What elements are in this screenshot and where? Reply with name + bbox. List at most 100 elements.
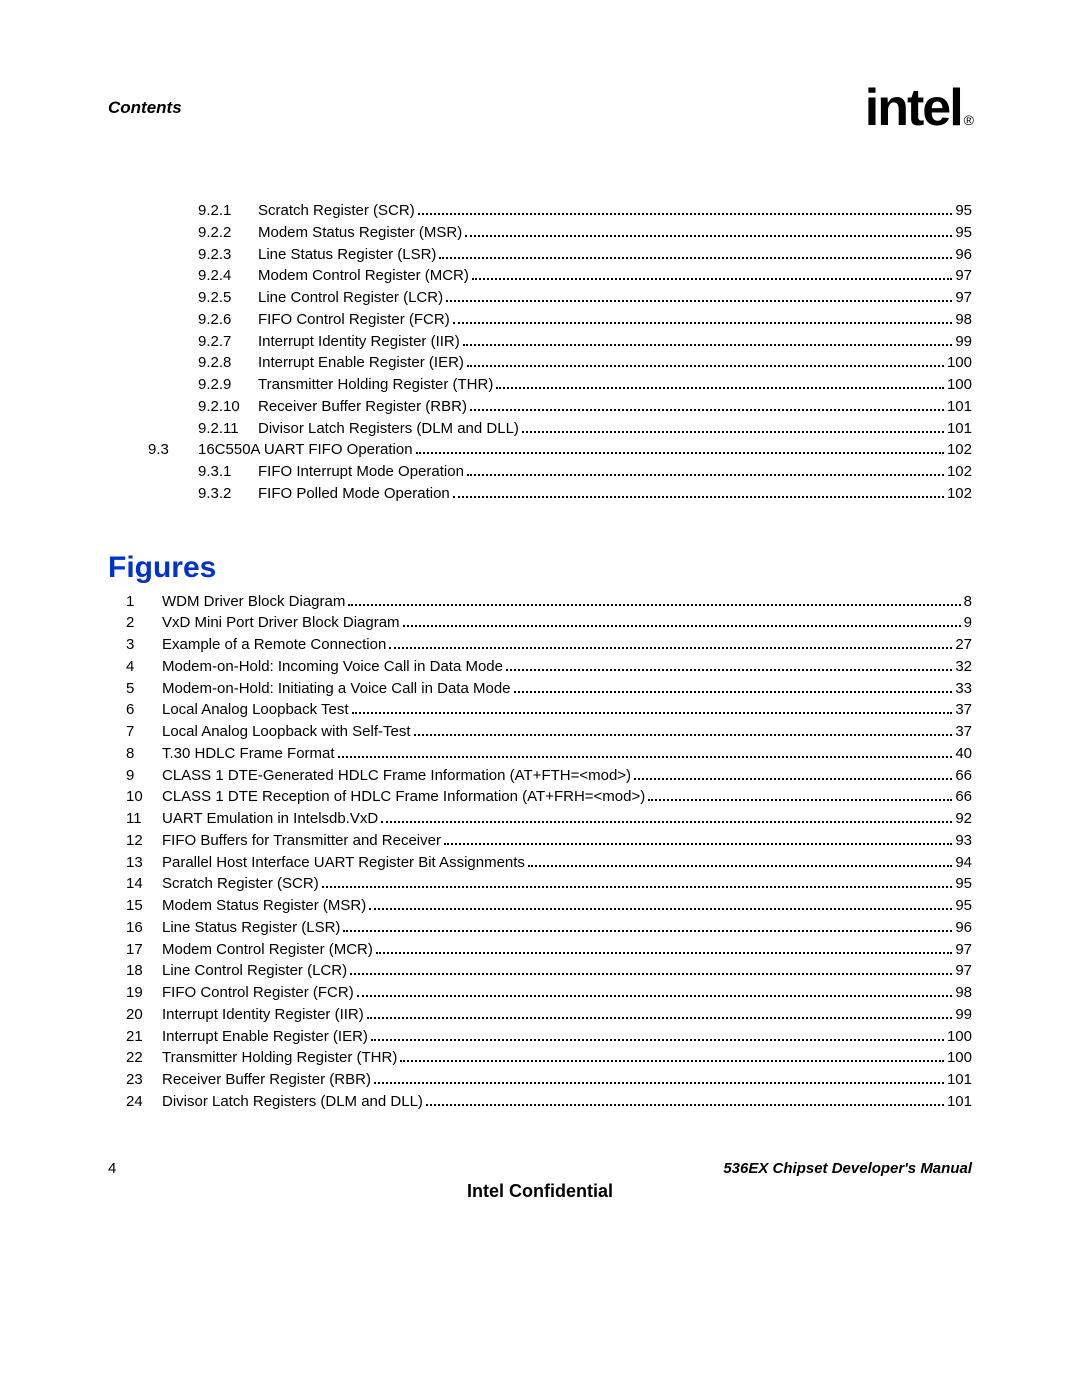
- toc-leader-dots: [416, 452, 944, 454]
- toc-number: 17: [126, 939, 162, 961]
- toc-page: 96: [955, 244, 972, 266]
- toc-leader-dots: [648, 799, 952, 801]
- toc-title: Interrupt Enable Register (IER): [162, 1026, 368, 1048]
- toc-title: CLASS 1 DTE Reception of HDLC Frame Info…: [162, 786, 645, 808]
- toc-page: 101: [947, 396, 972, 418]
- toc-title: CLASS 1 DTE-Generated HDLC Frame Informa…: [162, 765, 631, 787]
- toc-page: 66: [955, 765, 972, 787]
- toc-title: Divisor Latch Registers (DLM and DLL): [162, 1091, 423, 1113]
- toc-page: 102: [947, 461, 972, 483]
- toc-number: 9.2.2: [198, 222, 258, 244]
- toc-page: 99: [955, 1004, 972, 1026]
- toc-entry: 11UART Emulation in Intelsdb.VxD92: [126, 808, 972, 830]
- toc-page: 98: [955, 982, 972, 1004]
- toc-leader-dots: [465, 235, 952, 237]
- toc-number: 18: [126, 960, 162, 982]
- toc-title: UART Emulation in Intelsdb.VxD: [162, 808, 378, 830]
- toc-leader-dots: [453, 496, 944, 498]
- toc-page: 102: [947, 483, 972, 505]
- toc-entry: 17Modem Control Register (MCR) 97: [126, 939, 972, 961]
- toc-number: 15: [126, 895, 162, 917]
- toc-page: 100: [947, 352, 972, 374]
- toc-number: 5: [126, 678, 162, 700]
- toc-entry: 9.2.1Scratch Register (SCR)95: [108, 200, 972, 222]
- toc-page: 100: [947, 1047, 972, 1069]
- toc-leader-dots: [467, 474, 944, 476]
- toc-entry: 6Local Analog Loopback Test 37: [126, 699, 972, 721]
- toc-entry: 9.2.5Line Control Register (LCR)97: [108, 287, 972, 309]
- toc-entry: 18Line Control Register (LCR)97: [126, 960, 972, 982]
- toc-leader-dots: [528, 865, 952, 867]
- toc-page: 97: [955, 287, 972, 309]
- toc-title: Modem Status Register (MSR): [258, 222, 462, 244]
- toc-number: 7: [126, 721, 162, 743]
- toc-entry: 2VxD Mini Port Driver Block Diagram9: [126, 612, 972, 634]
- toc-leader-dots: [444, 843, 952, 845]
- toc-number: 9.2.6: [198, 309, 258, 331]
- toc-leader-dots: [467, 365, 944, 367]
- toc-page: 101: [947, 1091, 972, 1113]
- toc-number: 19: [126, 982, 162, 1004]
- toc-leader-dots: [522, 431, 944, 433]
- toc-entry: 21Interrupt Enable Register (IER)100: [126, 1026, 972, 1048]
- confidential-notice: Intel Confidential: [0, 1181, 1080, 1202]
- toc-number: 8: [126, 743, 162, 765]
- toc-entry: 16Line Status Register (LSR)96: [126, 917, 972, 939]
- toc-number: 14: [126, 873, 162, 895]
- toc-title: Interrupt Identity Register (IIR): [258, 331, 460, 353]
- toc-leader-dots: [350, 973, 952, 975]
- toc-title: Interrupt Identity Register (IIR): [162, 1004, 364, 1026]
- registered-icon: ®: [964, 112, 972, 128]
- toc-number: 9.3.1: [198, 461, 258, 483]
- toc-entry: 9.3.1FIFO Interrupt Mode Operation102: [108, 461, 972, 483]
- toc-entry: 4Modem-on-Hold: Incoming Voice Call in D…: [126, 656, 972, 678]
- toc-number: 6: [126, 699, 162, 721]
- toc-entry: 9.2.9Transmitter Holding Register (THR)1…: [108, 374, 972, 396]
- toc-page: 37: [955, 699, 972, 721]
- toc-page: 99: [955, 331, 972, 353]
- toc-number: 24: [126, 1091, 162, 1113]
- toc-leader-dots: [374, 1082, 944, 1084]
- toc-leader-dots: [369, 908, 952, 910]
- toc-leader-dots: [506, 669, 952, 671]
- toc-leader-dots: [634, 778, 952, 780]
- intel-logo: intel®: [865, 78, 972, 138]
- toc-entry: 9.3 16C550A UART FIFO Operation 102: [108, 439, 972, 461]
- toc-leader-dots: [400, 1060, 944, 1062]
- toc-leader-dots: [439, 257, 952, 259]
- toc-page: 8: [964, 591, 972, 613]
- toc-title: Modem Control Register (MCR): [162, 939, 373, 961]
- toc-leader-dots: [463, 344, 953, 346]
- toc-leader-dots: [389, 647, 952, 649]
- figures-heading: Figures: [108, 551, 972, 585]
- toc-leader-dots: [426, 1104, 944, 1106]
- toc-entry: 7Local Analog Loopback with Self-Test37: [126, 721, 972, 743]
- toc-entry: 15Modem Status Register (MSR)95: [126, 895, 972, 917]
- toc-title: Interrupt Enable Register (IER): [258, 352, 464, 374]
- toc-title: Local Analog Loopback with Self-Test: [162, 721, 411, 743]
- toc-title: Local Analog Loopback Test: [162, 699, 349, 721]
- toc-number: 9.2.9: [198, 374, 258, 396]
- toc-title: FIFO Polled Mode Operation: [258, 483, 450, 505]
- toc-page: 96: [955, 917, 972, 939]
- toc-number: 11: [126, 808, 162, 830]
- toc-page: 97: [955, 265, 972, 287]
- toc-title: Receiver Buffer Register (RBR): [258, 396, 467, 418]
- footer-page-number: 4: [108, 1160, 116, 1177]
- toc-entry: 5Modem-on-Hold: Initiating a Voice Call …: [126, 678, 972, 700]
- toc-page: 95: [955, 873, 972, 895]
- toc-title: FIFO Control Register (FCR): [258, 309, 450, 331]
- toc-page: 97: [955, 939, 972, 961]
- toc-page: 100: [947, 374, 972, 396]
- toc-leader-dots: [414, 734, 953, 736]
- toc-page: 95: [955, 895, 972, 917]
- toc-entry: 9.2.11Divisor Latch Registers (DLM and D…: [108, 418, 972, 440]
- toc-number: 9.2.1: [198, 200, 258, 222]
- toc-entry: 12FIFO Buffers for Transmitter and Recei…: [126, 830, 972, 852]
- toc-number: 9.3: [148, 439, 198, 461]
- toc-entry: 9.2.3Line Status Register (LSR)96: [108, 244, 972, 266]
- toc-entry: 9.2.6FIFO Control Register (FCR)98: [108, 309, 972, 331]
- toc-page: 27: [955, 634, 972, 656]
- toc-title: Parallel Host Interface UART Register Bi…: [162, 852, 525, 874]
- toc-title: WDM Driver Block Diagram: [162, 591, 345, 613]
